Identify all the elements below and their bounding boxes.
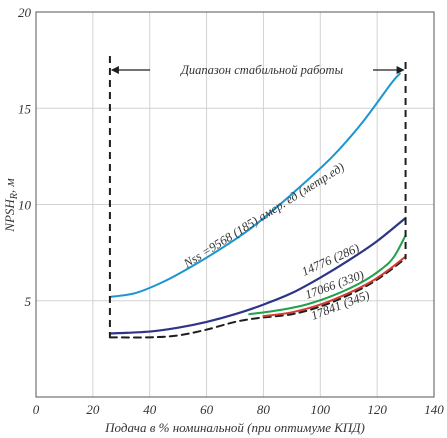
y-axis-label-unit: , м (2, 178, 17, 193)
nss-17066-line (248, 234, 407, 316)
x-tick-label: 60 (200, 402, 214, 417)
x-tick-label: 120 (367, 402, 387, 417)
x-tick-label: 80 (257, 402, 271, 417)
series-layer (108, 72, 407, 339)
range-arrow-left-head (110, 66, 119, 74)
y-axis-label-sub: R (9, 193, 20, 200)
y-tick-label: 15 (18, 101, 32, 116)
tick-labels: 0 20 40 60 80 100 120 140 5 10 15 20 (18, 5, 444, 417)
lower-dashed-line (108, 257, 407, 339)
y-axis-label: NPSHR, м (2, 178, 20, 232)
nss-17841-line (262, 255, 407, 318)
x-tick-label: 20 (86, 402, 100, 417)
x-tick-label: 0 (33, 402, 40, 417)
stable-range-annotation: Диапазон стабильной работы (108, 56, 407, 338)
y-tick-label: 10 (18, 198, 32, 213)
nss-9568-line (108, 72, 401, 298)
range-arrow-right-head (396, 66, 405, 74)
x-tick-label: 40 (143, 402, 157, 417)
x-tick-label: 100 (311, 402, 331, 417)
nss-14776-line (108, 216, 407, 335)
y-tick-label: 5 (25, 294, 32, 309)
range-label: Диапазон стабильной работы (180, 63, 344, 77)
plot-frame (35, 11, 435, 398)
y-tick-label: 20 (18, 5, 32, 20)
x-axis-label: Подача в % номинальной (при оптимуме КПД… (104, 420, 365, 435)
y-axis-label-main: NPSH (2, 199, 17, 233)
x-tick-label: 140 (424, 402, 444, 417)
grid (36, 12, 434, 397)
